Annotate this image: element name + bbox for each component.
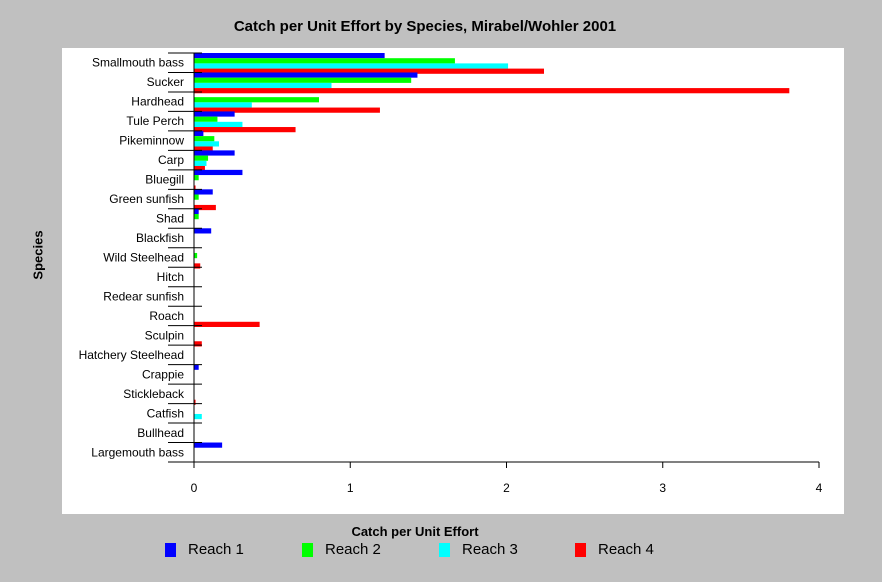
category-label: Redear sunfish: [103, 289, 184, 303]
bar-reach-4: [194, 263, 201, 269]
bars-layer: [194, 53, 790, 448]
bar-reach-1: [194, 208, 199, 215]
x-tick-label: 1: [347, 481, 354, 495]
bar-reach-3: [194, 121, 243, 128]
bar-reach-1: [194, 442, 223, 448]
bar-reach-3: [194, 102, 252, 108]
labels-layer: 0 1 2 3 4 Smallmouth bass Sucker Hardhead Tule P…: [79, 56, 823, 495]
category-label: Hardhead: [131, 95, 184, 109]
category-label: Hitch: [157, 270, 184, 284]
bar-reach-3: [194, 413, 202, 420]
bar-reach-2: [194, 97, 319, 103]
bar-reach-4: [194, 68, 544, 74]
category-label: Catfish: [147, 406, 184, 420]
bar-reach-4: [194, 204, 216, 211]
legend-label: Reach 2: [325, 541, 381, 558]
category-label: Sucker: [147, 75, 184, 89]
category-label: Crappie: [142, 367, 184, 381]
category-label: Stickleback: [123, 387, 185, 401]
bar-reach-2: [194, 214, 199, 220]
bar-reach-2: [194, 136, 215, 142]
bar-reach-4: [194, 399, 196, 405]
y-axis-title: Species: [30, 230, 46, 280]
category-label: Bullhead: [137, 426, 184, 440]
bar-reach-1: [194, 53, 385, 59]
bar-reach-2: [194, 175, 199, 181]
chart-title: Catch per Unit Effort by Species, Mirabe…: [233, 18, 617, 35]
bar-reach-4: [194, 146, 213, 152]
bar-reach-2: [194, 194, 199, 200]
x-tick-label: 4: [816, 481, 823, 495]
category-label: Smallmouth bass: [92, 56, 184, 70]
x-tick-label: 2: [503, 481, 510, 495]
bar-reach-3: [194, 160, 207, 166]
category-label: Roach: [149, 309, 184, 323]
x-axis-title: Catch per Unit Effort: [351, 524, 479, 539]
bar-reach-2: [194, 116, 218, 122]
category-label: Carp: [158, 153, 184, 167]
bar-chart: 0 1 2 3 4 Smallmouth bass Sucker Hardhead Tule P…: [79, 52, 823, 495]
legend-label: Reach 1: [188, 541, 244, 558]
category-label: Tule Perch: [126, 114, 184, 128]
category-label: Pikeminnow: [119, 134, 184, 148]
bar-reach-4: [194, 88, 790, 94]
bar-reach-2: [194, 252, 198, 259]
bar-reach-1: [194, 169, 243, 176]
bar-reach-1: [194, 364, 199, 370]
bar-reach-1: [194, 72, 418, 78]
bar-reach-1: [194, 189, 213, 195]
bar-reach-2: [194, 77, 412, 83]
bar-reach-1: [194, 228, 212, 234]
x-tick-label: 0: [191, 481, 198, 495]
legend-swatch: [439, 543, 450, 557]
category-label: Blackfish: [136, 231, 184, 245]
category-label: Hatchery Steelhead: [79, 348, 184, 362]
bar-reach-1: [194, 150, 235, 156]
bar-reach-3: [194, 141, 219, 147]
bar-reach-4: [194, 107, 380, 113]
legend-swatch: [165, 543, 176, 557]
category-label: Largemouth bass: [91, 445, 184, 459]
bar-reach-2: [194, 155, 209, 161]
plot-panel: 0 1 2 3 4 Smallmouth bass Sucker Hardhead Tule P…: [62, 48, 844, 514]
bar-reach-1: [194, 111, 235, 117]
category-label: Green sunfish: [109, 192, 184, 206]
bar-reach-1: [194, 130, 204, 137]
bar-reach-4: [194, 127, 296, 133]
bar-reach-4: [194, 321, 260, 327]
legend-label: Reach 4: [598, 541, 654, 558]
x-tick-label: 3: [659, 481, 666, 495]
bar-reach-3: [194, 63, 509, 69]
axes-layer: [168, 52, 820, 468]
bar-reach-2: [194, 58, 455, 64]
bar-reach-4: [194, 185, 196, 191]
category-label: Wild Steelhead: [103, 251, 184, 265]
category-label: Bluegill: [145, 173, 184, 187]
legend-swatch: [302, 543, 313, 557]
bar-reach-3: [194, 82, 332, 89]
legend-label: Reach 3: [462, 541, 518, 558]
category-label: Sculpin: [145, 328, 184, 342]
category-label: Shad: [156, 212, 184, 226]
legend-swatch: [575, 543, 586, 557]
bar-reach-4: [194, 165, 205, 172]
bar-reach-4: [194, 341, 202, 347]
